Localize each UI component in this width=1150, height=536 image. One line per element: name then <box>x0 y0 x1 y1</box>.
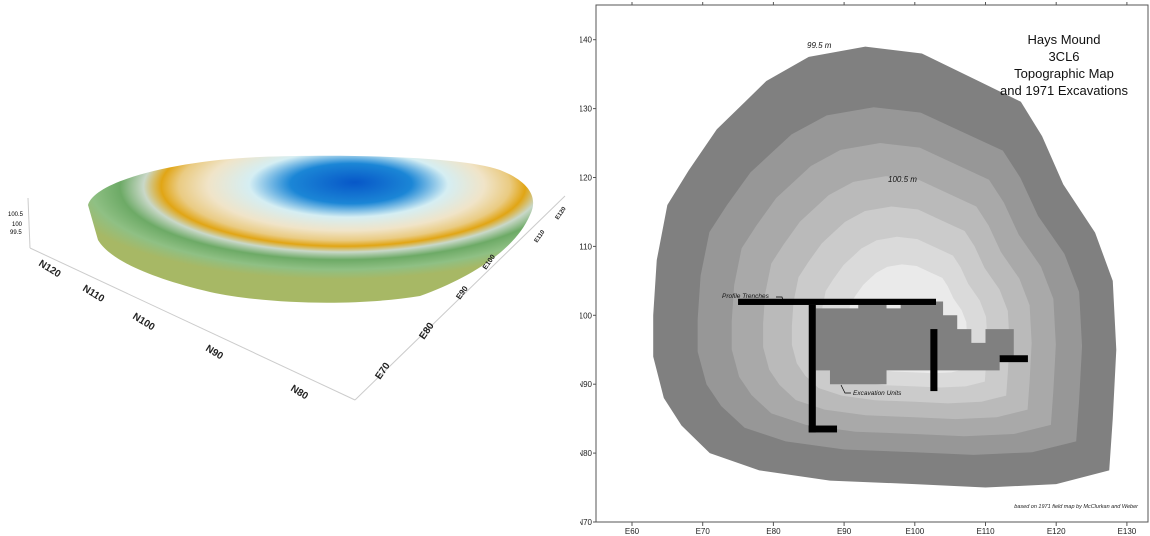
y-tick-label: N80 <box>580 449 593 458</box>
z-axis-label: 100 <box>12 222 23 228</box>
3d-axes <box>27 195 566 401</box>
y-tick-label: N120 <box>580 174 593 183</box>
e-axis-label: E110 <box>534 229 547 244</box>
x-tick-label: E100 <box>905 527 924 536</box>
svg-text:3CL6: 3CL6 <box>1048 49 1079 64</box>
mound-3d-surface: N80 N90 N100 N110 N120 E70 E80 E90 E100 … <box>8 155 568 402</box>
profile-trench <box>808 304 816 433</box>
contour-label-outer: 99.5 m <box>807 41 832 50</box>
excavation-units-label: Excavation Units <box>853 390 902 397</box>
n-axis-label: N80 <box>288 383 310 402</box>
e-axis-label: E120 <box>555 206 568 221</box>
x-tick-label: E90 <box>837 527 852 536</box>
map-credit: based on 1971 field map by McClurkan and… <box>1014 504 1139 510</box>
map-axis-ticks: E60 E70 E80 E90 E100 E110 E120 E130 N70 N80 N90 N10… <box>580 2 1137 536</box>
y-tick-label: N90 <box>580 380 593 389</box>
x-tick-label: E70 <box>696 527 711 536</box>
mound-surface <box>88 155 534 303</box>
svg-text:and 1971 Excavations: and 1971 Excavations <box>1000 83 1128 98</box>
y-tick-label: N130 <box>580 105 593 114</box>
x-tick-label: E60 <box>625 527 640 536</box>
excavation-units <box>815 301 1014 385</box>
svg-text:Hays Mound: Hays Mound <box>1028 32 1101 47</box>
n-axis-label: N100 <box>130 311 156 333</box>
excavation-units-leader <box>840 384 851 394</box>
profile-trench <box>738 298 937 305</box>
e-axis-label: E70 <box>373 360 392 381</box>
e-axis-label: E90 <box>454 284 470 301</box>
profile-trench <box>808 425 838 433</box>
n-axis-label: N110 <box>80 283 106 305</box>
z-axis-label: 99.5 <box>10 230 22 236</box>
map-title: Hays Mound 3CL6 Topographic Map and 1971… <box>1000 32 1128 98</box>
profile-trench <box>930 329 938 392</box>
topographic-map: E60 E70 E80 E90 E100 E110 E120 E130 N70 N80 N90 N10… <box>580 2 1149 536</box>
excavation-unit-block <box>815 301 1014 385</box>
z-axis-label: 100.5 <box>8 212 24 218</box>
y-tick-label: N70 <box>580 518 593 527</box>
x-tick-label: E80 <box>766 527 781 536</box>
contour-label-inner: 100.5 m <box>888 175 917 184</box>
y-tick-label: N110 <box>580 242 593 251</box>
profile-trench <box>999 355 1028 363</box>
x-tick-label: E110 <box>976 527 995 536</box>
profile-trenches <box>738 298 1028 433</box>
y-tick-label: N100 <box>580 311 593 320</box>
y-tick-label: N140 <box>580 36 593 45</box>
svg-text:Topographic Map: Topographic Map <box>1014 66 1114 81</box>
profile-trenches-leader <box>776 296 785 305</box>
x-tick-label: E130 <box>1118 527 1137 536</box>
n-axis-label: N90 <box>203 343 225 362</box>
x-tick-label: E120 <box>1047 527 1066 536</box>
profile-trenches-label: Profile Trenches <box>722 293 770 300</box>
